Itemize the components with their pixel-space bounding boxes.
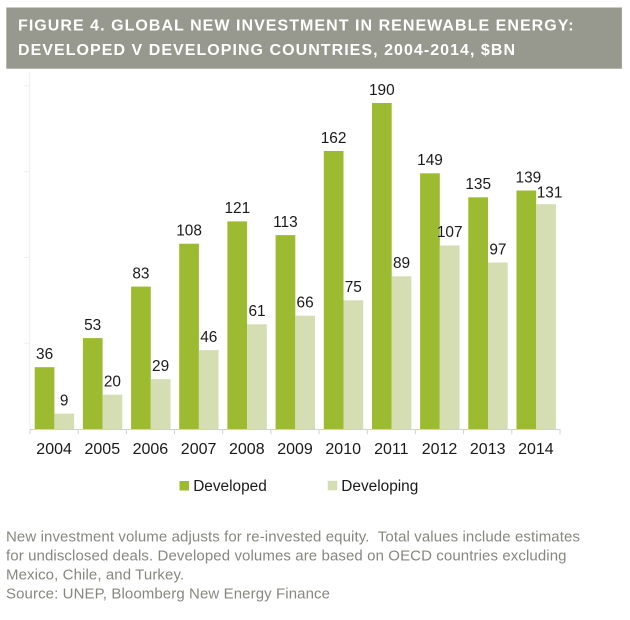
svg-text:New investment volume adjusts: New investment volume adjusts for re-inv… [6, 529, 580, 546]
svg-text:9: 9 [60, 392, 69, 409]
svg-text:Developing: Developing [341, 478, 418, 495]
svg-text:2014: 2014 [518, 441, 554, 458]
svg-text:Mexico, Chile, and Turkey.: Mexico, Chile, and Turkey. [6, 566, 184, 583]
svg-text:53: 53 [84, 317, 101, 334]
svg-text:2005: 2005 [85, 441, 121, 458]
svg-text:190: 190 [369, 82, 395, 99]
svg-text:2007: 2007 [181, 441, 217, 458]
svg-text:2009: 2009 [277, 441, 313, 458]
svg-text:108: 108 [176, 223, 202, 240]
svg-text:61: 61 [248, 303, 265, 320]
svg-text:2008: 2008 [229, 441, 265, 458]
svg-text:36: 36 [36, 346, 53, 363]
svg-text:2010: 2010 [325, 441, 361, 458]
svg-text:113: 113 [273, 214, 298, 231]
svg-text:for undisclosed deals. Develop: for undisclosed deals. Developed volumes… [6, 547, 567, 564]
svg-text:139: 139 [516, 169, 542, 186]
svg-text:2004: 2004 [36, 441, 72, 458]
svg-text:46: 46 [200, 329, 217, 346]
svg-text:121: 121 [224, 200, 250, 217]
svg-text:83: 83 [132, 265, 149, 282]
svg-text:Source: UNEP, Bloomberg New En: Source: UNEP, Bloomberg New Energy Finan… [6, 585, 330, 602]
svg-text:FIGURE 4. GLOBAL NEW INVESTMEN: FIGURE 4. GLOBAL NEW INVESTMENT IN RENEW… [18, 17, 575, 34]
svg-text:DEVELOPED V DEVELOPING COUNTRI: DEVELOPED V DEVELOPING COUNTRIES, 2004-2… [18, 42, 516, 59]
svg-text:149: 149 [417, 152, 443, 169]
svg-text:75: 75 [345, 279, 362, 296]
svg-text:107: 107 [437, 224, 463, 241]
svg-text:89: 89 [393, 255, 410, 272]
svg-text:Developed: Developed [193, 478, 267, 495]
svg-text:66: 66 [297, 295, 314, 312]
svg-text:162: 162 [321, 130, 347, 147]
svg-text:2011: 2011 [374, 441, 409, 458]
svg-text:97: 97 [489, 241, 506, 258]
svg-text:20: 20 [104, 374, 121, 391]
svg-text:2006: 2006 [133, 441, 169, 458]
svg-text:2012: 2012 [422, 441, 458, 458]
svg-text:135: 135 [465, 176, 491, 193]
svg-text:29: 29 [152, 358, 169, 375]
svg-text:131: 131 [537, 184, 563, 201]
svg-text:2013: 2013 [470, 441, 506, 458]
